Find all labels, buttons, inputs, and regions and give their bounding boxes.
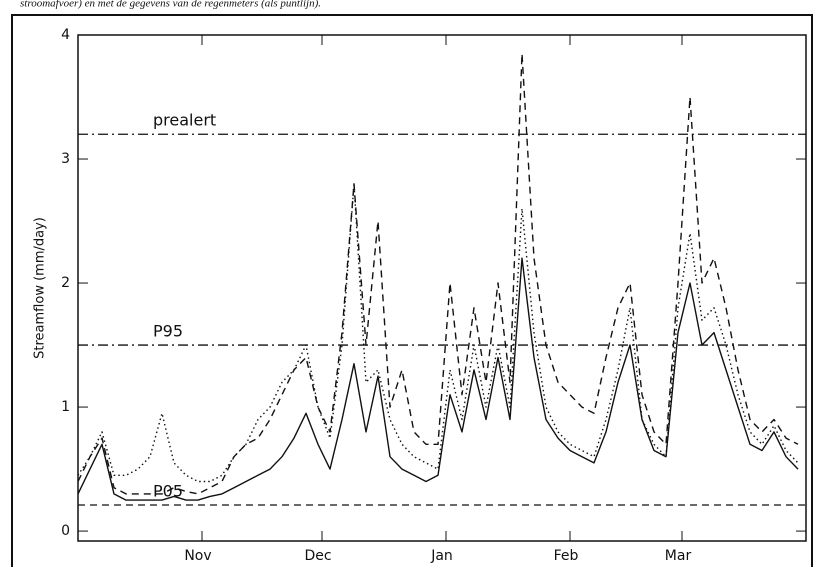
y-tick-label: 3 bbox=[61, 151, 70, 167]
x-tick-label: Nov bbox=[184, 548, 211, 564]
y-axis-label: Streamflow (mm/day) bbox=[33, 217, 48, 359]
reference-label: prealert bbox=[153, 111, 216, 130]
x-tick-label: Mar bbox=[665, 548, 692, 564]
series-line bbox=[77, 183, 799, 483]
caption: stroomafvoer) en met de gegevens van de … bbox=[20, 0, 321, 10]
x-tick-label: Feb bbox=[554, 548, 579, 564]
y-tick-label: 1 bbox=[61, 399, 70, 415]
y-tick-label: 2 bbox=[61, 275, 70, 291]
reference-label: P95 bbox=[153, 322, 183, 341]
x-tick-label: Jan bbox=[430, 548, 453, 564]
plot-frame bbox=[77, 34, 807, 542]
figure-frame bbox=[11, 14, 813, 567]
x-tick-label: Dec bbox=[304, 548, 331, 564]
y-tick-label: 4 bbox=[61, 27, 70, 43]
series-line bbox=[77, 52, 799, 495]
y-tick-label: 0 bbox=[61, 523, 70, 539]
series-line bbox=[77, 257, 799, 501]
